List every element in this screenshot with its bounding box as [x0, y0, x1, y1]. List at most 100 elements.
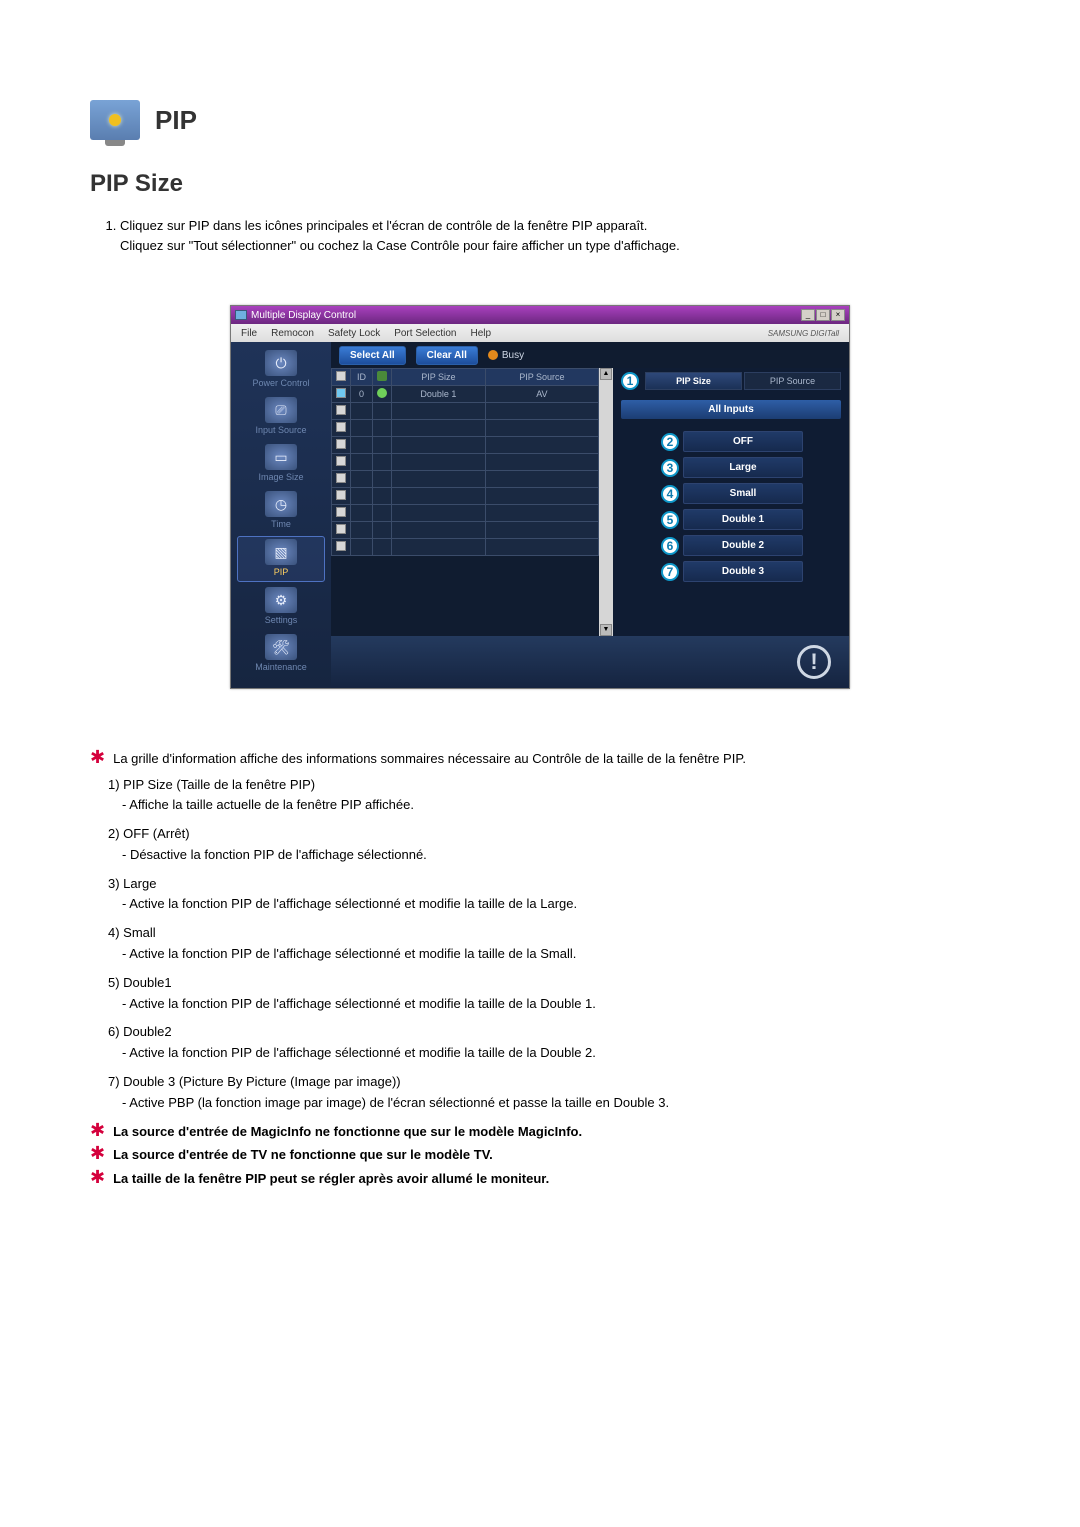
list-item: 7) Double 3 (Picture By Picture (Image p… — [108, 1072, 990, 1114]
list-item: 5) Double1- Active la fonction PIP de l'… — [108, 973, 990, 1015]
intro-block: Cliquez sur PIP dans les icônes principa… — [90, 216, 990, 255]
cell-pip-source — [485, 403, 598, 420]
row-checkbox[interactable] — [336, 405, 346, 415]
option-row: 5Double 1 — [661, 509, 841, 530]
row-checkbox[interactable] — [336, 439, 346, 449]
grid-header: ID — [351, 369, 373, 386]
row-checkbox[interactable] — [336, 524, 346, 534]
option-list: 2OFF3Large4Small5Double 16Double 27Doubl… — [621, 431, 841, 582]
grid-header — [373, 369, 392, 386]
close-button[interactable]: × — [831, 309, 845, 321]
sidebar-item-image-size[interactable]: ▭ Image Size — [237, 442, 325, 486]
option-button-off[interactable]: OFF — [683, 431, 803, 452]
main-area: Select All Clear All Busy IDPIP SizePIP … — [331, 342, 849, 688]
callout-badge-1: 1 — [621, 372, 639, 390]
select-all-button[interactable]: Select All — [339, 346, 406, 365]
cell-id — [351, 471, 373, 488]
cell-id: 0 — [351, 386, 373, 403]
list-item-sub: - Désactive la fonction PIP de l'afficha… — [122, 845, 990, 866]
menubar: File Remocon Safety Lock Port Selection … — [231, 324, 849, 342]
scroll-down-icon[interactable]: ▼ — [600, 624, 612, 636]
sidebar-item-label: Input Source — [237, 425, 325, 435]
table-row[interactable] — [332, 420, 599, 437]
menu-help[interactable]: Help — [470, 328, 491, 339]
cell-id — [351, 505, 373, 522]
list-item-sub: - Affiche la taille actuelle de la fenêt… — [122, 795, 990, 816]
callout-badge: 5 — [661, 511, 679, 529]
row-checkbox[interactable] — [336, 507, 346, 517]
scroll-up-icon[interactable]: ▲ — [600, 368, 612, 380]
note-star-2: ✱ La source d'entrée de MagicInfo ne fon… — [90, 1122, 990, 1142]
list-item-header: 7) Double 3 (Picture By Picture (Image p… — [108, 1072, 990, 1093]
row-checkbox[interactable] — [336, 422, 346, 432]
busy-dot-icon — [488, 350, 498, 360]
sidebar-item-maintenance[interactable]: 🛠Maintenance — [237, 632, 325, 676]
window-controls: _ □ × — [801, 309, 845, 321]
option-button-double-1[interactable]: Double 1 — [683, 509, 803, 530]
cell-pip-source — [485, 539, 598, 556]
numbered-list: 1) PIP Size (Taille de la fenêtre PIP)- … — [108, 775, 990, 1114]
table-row[interactable] — [332, 522, 599, 539]
table-row[interactable] — [332, 505, 599, 522]
grid-header: PIP Size — [392, 369, 486, 386]
sidebar-item-power-control[interactable]: ⏻Power Control — [237, 348, 325, 392]
callout-badge: 4 — [661, 485, 679, 503]
table-row[interactable] — [332, 471, 599, 488]
grid-scrollbar[interactable]: ▲ ▼ — [599, 368, 613, 636]
menu-remocon[interactable]: Remocon — [271, 328, 314, 339]
table-row[interactable]: 0Double 1AV — [332, 386, 599, 403]
window-titlebar: Multiple Display Control _ □ × — [231, 306, 849, 324]
sidebar-icon: ▭ — [265, 444, 297, 470]
row-checkbox[interactable] — [336, 473, 346, 483]
table-row[interactable] — [332, 403, 599, 420]
note-star-4: ✱ La taille de la fenêtre PIP peut se ré… — [90, 1169, 990, 1189]
cell-id — [351, 454, 373, 471]
row-checkbox[interactable] — [336, 541, 346, 551]
menu-safety-lock[interactable]: Safety Lock — [328, 328, 380, 339]
callout-badge: 7 — [661, 563, 679, 581]
row-checkbox[interactable] — [336, 388, 346, 398]
list-item-header: 4) Small — [108, 923, 990, 944]
cell-id — [351, 539, 373, 556]
cell-pip-source — [485, 505, 598, 522]
list-item: 1) PIP Size (Taille de la fenêtre PIP)- … — [108, 775, 990, 817]
clear-all-button[interactable]: Clear All — [416, 346, 478, 365]
menu-port-selection[interactable]: Port Selection — [394, 328, 456, 339]
sidebar-item-time[interactable]: ◷Time — [237, 489, 325, 533]
sidebar-item-pip[interactable]: ▧PIP — [237, 536, 325, 582]
page-title: PIP — [155, 105, 197, 136]
maximize-button[interactable]: □ — [816, 309, 830, 321]
table-row[interactable] — [332, 539, 599, 556]
brand-label: SAMSUNG DIGITall — [768, 329, 839, 338]
list-item: 3) Large- Active la fonction PIP de l'af… — [108, 874, 990, 916]
minimize-button[interactable]: _ — [801, 309, 815, 321]
sidebar-item-input-source[interactable]: ⎚ Input Source — [237, 395, 325, 439]
row-checkbox[interactable] — [336, 490, 346, 500]
tab-pip-size[interactable]: PIP Size — [645, 372, 742, 390]
sidebar-icon: ⎚ — [265, 397, 297, 423]
sidebar-item-settings[interactable]: ⚙Settings — [237, 585, 325, 629]
note-text: La grille d'information affiche des info… — [113, 749, 746, 769]
option-row: 7Double 3 — [661, 561, 841, 582]
table-row[interactable] — [332, 437, 599, 454]
sidebar-item-label: Image Size — [237, 472, 325, 482]
option-button-double-2[interactable]: Double 2 — [683, 535, 803, 556]
star-icon: ✱ — [90, 1169, 105, 1185]
cell-pip-source — [485, 471, 598, 488]
menu-file[interactable]: File — [241, 328, 257, 339]
list-item-header: 3) Large — [108, 874, 990, 895]
option-button-small[interactable]: Small — [683, 483, 803, 504]
cell-pip-source: AV — [485, 386, 598, 403]
toolbar: Select All Clear All Busy — [331, 342, 849, 368]
cell-pip-size — [392, 471, 486, 488]
table-row[interactable] — [332, 488, 599, 505]
option-button-double-3[interactable]: Double 3 — [683, 561, 803, 582]
list-item-sub: - Active la fonction PIP de l'affichage … — [122, 1043, 990, 1064]
app-icon — [235, 310, 247, 320]
table-row[interactable] — [332, 454, 599, 471]
option-button-large[interactable]: Large — [683, 457, 803, 478]
header-checkbox[interactable] — [336, 371, 346, 381]
row-checkbox[interactable] — [336, 456, 346, 466]
tab-pip-source[interactable]: PIP Source — [744, 372, 841, 390]
status-dot-icon — [377, 388, 387, 398]
